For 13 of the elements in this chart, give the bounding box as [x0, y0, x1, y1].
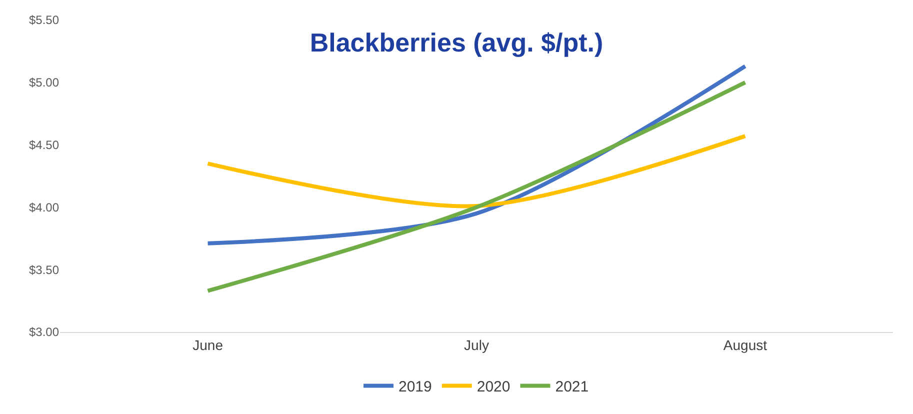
y-tick-label: $5.50	[28, 13, 60, 28]
y-tick-label: $3.00	[28, 325, 60, 340]
x-tick-label: August	[723, 336, 768, 353]
y-tick-label: $4.00	[28, 200, 60, 214]
legend-label: 2021	[555, 378, 589, 396]
y-tick-label: $5.00	[28, 76, 60, 90]
x-tick-label: June	[192, 336, 224, 353]
legend-label: 2020	[476, 378, 510, 396]
legend-label: 2019	[398, 378, 432, 396]
x-tick-label: July	[464, 336, 489, 353]
y-tick-label: $3.50	[28, 262, 60, 277]
chart-title: Blackberries (avg. $/pt.)	[310, 27, 604, 58]
y-tick-label: $4.50	[28, 138, 60, 152]
